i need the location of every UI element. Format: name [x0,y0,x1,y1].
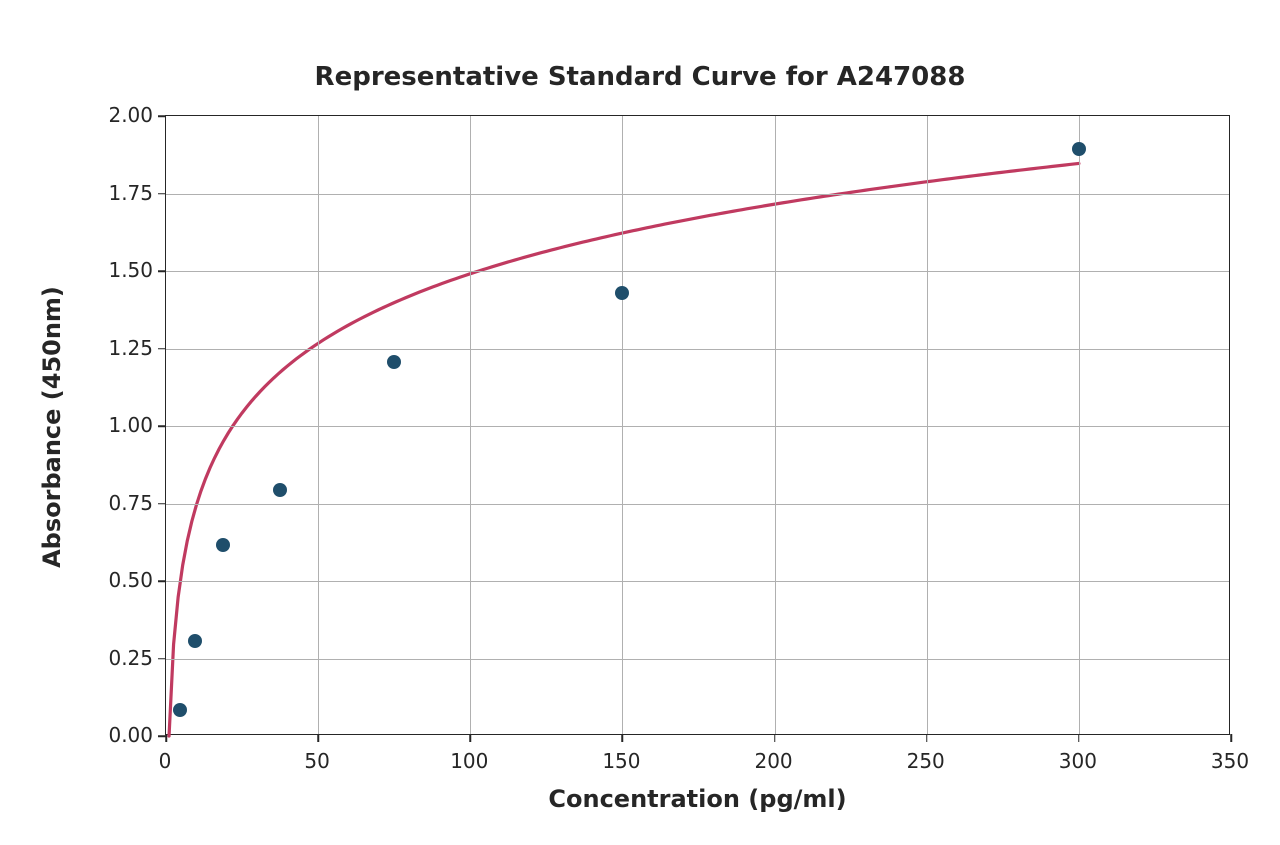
curve-path [169,163,1079,736]
grid-line-vertical [622,116,623,734]
y-tick-label: 0.00 [83,723,153,747]
x-tick-label: 350 [1211,749,1249,773]
grid-line-vertical [470,116,471,734]
data-point [173,703,187,717]
grid-line-horizontal [166,194,1229,195]
chart-title: Representative Standard Curve for A24708… [0,62,1280,92]
tick-mark-y [158,115,166,117]
tick-mark-y [158,193,166,195]
tick-mark-y [158,735,166,737]
tick-mark-y [158,503,166,505]
y-tick-label: 1.50 [83,258,153,282]
x-tick-label: 150 [602,749,640,773]
y-tick-label: 0.75 [83,491,153,515]
x-tick-label: 200 [754,749,792,773]
grid-line-horizontal [166,504,1229,505]
y-tick-label: 1.25 [83,336,153,360]
tick-mark-x [317,734,319,742]
data-point [387,355,401,369]
tick-mark-x [926,734,928,742]
x-tick-label: 250 [907,749,945,773]
grid-line-vertical [927,116,928,734]
grid-line-horizontal [166,349,1229,350]
data-point [273,483,287,497]
tick-mark-y [158,580,166,582]
grid-line-vertical [318,116,319,734]
grid-line-horizontal [166,426,1229,427]
data-point [188,634,202,648]
tick-mark-y [158,270,166,272]
data-point [615,286,629,300]
y-axis-label: Absorbance (450nm) [38,117,66,737]
tick-mark-x [1078,734,1080,742]
y-tick-label: 0.50 [83,568,153,592]
y-tick-label: 0.25 [83,646,153,670]
plot-area [165,115,1230,735]
x-tick-label: 300 [1059,749,1097,773]
y-tick-label: 1.00 [83,413,153,437]
tick-mark-x [622,734,624,742]
chart-container: Representative Standard Curve for A24708… [0,0,1280,845]
tick-mark-y [158,348,166,350]
tick-mark-x [774,734,776,742]
x-tick-label: 50 [304,749,329,773]
tick-mark-y [158,658,166,660]
x-axis-label: Concentration (pg/ml) [165,785,1230,813]
grid-line-vertical [775,116,776,734]
y-tick-label: 2.00 [83,103,153,127]
data-point [1072,142,1086,156]
data-point [216,538,230,552]
tick-mark-y [158,425,166,427]
tick-mark-x [1230,734,1232,742]
x-tick-label: 0 [159,749,172,773]
grid-line-horizontal [166,581,1229,582]
grid-line-horizontal [166,271,1229,272]
grid-line-horizontal [166,659,1229,660]
x-tick-label: 100 [450,749,488,773]
grid-line-vertical [1079,116,1080,734]
tick-mark-x [470,734,472,742]
y-tick-label: 1.75 [83,181,153,205]
